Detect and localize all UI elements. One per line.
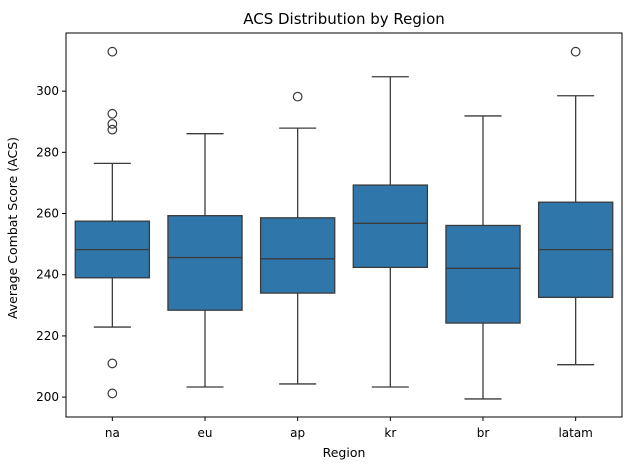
iqr-box (445, 224, 521, 324)
box-kr (352, 76, 429, 388)
outlier-point (107, 46, 118, 57)
box-latam (537, 46, 614, 366)
y-tick-label: 220 (36, 329, 59, 343)
box-na (74, 46, 151, 399)
outlier-point (107, 388, 118, 399)
x-tick-label-na: na (105, 426, 120, 440)
x-tick-label-ap: ap (290, 426, 305, 440)
x-tick-label-br: br (477, 426, 490, 440)
plot-frame (65, 32, 623, 418)
outlier-point (570, 46, 581, 57)
box-ap (259, 91, 336, 385)
outlier-point (107, 358, 118, 369)
x-tick-label-kr: kr (384, 426, 396, 440)
iqr-box (352, 184, 429, 269)
outlier-point (107, 108, 118, 119)
x-tick-label-latam: latam (558, 426, 592, 440)
box-eu (167, 133, 243, 388)
iqr-box (167, 215, 243, 311)
plot-marks (74, 46, 614, 400)
iqr-box (259, 217, 336, 294)
y-tick-label: 260 (36, 207, 59, 221)
x-axis-ticks: na eu ap kr br latam (105, 417, 593, 440)
outlier-point (107, 124, 118, 135)
chart-title: ACS Distribution by Region (243, 10, 445, 28)
outlier-point (107, 118, 118, 129)
x-tick-label-eu: eu (198, 426, 213, 440)
box-br (445, 115, 521, 400)
x-axis-label: Region (323, 445, 366, 460)
y-tick-label: 200 (36, 390, 59, 404)
y-tick-label: 300 (36, 84, 59, 98)
outlier-point (292, 91, 303, 102)
y-axis-label: Average Combat Score (ACS) (5, 137, 20, 319)
y-axis-ticks: 200 220 240 260 280 300 (36, 84, 66, 404)
y-tick-label: 240 (36, 268, 59, 282)
y-tick-label: 280 (36, 145, 59, 159)
